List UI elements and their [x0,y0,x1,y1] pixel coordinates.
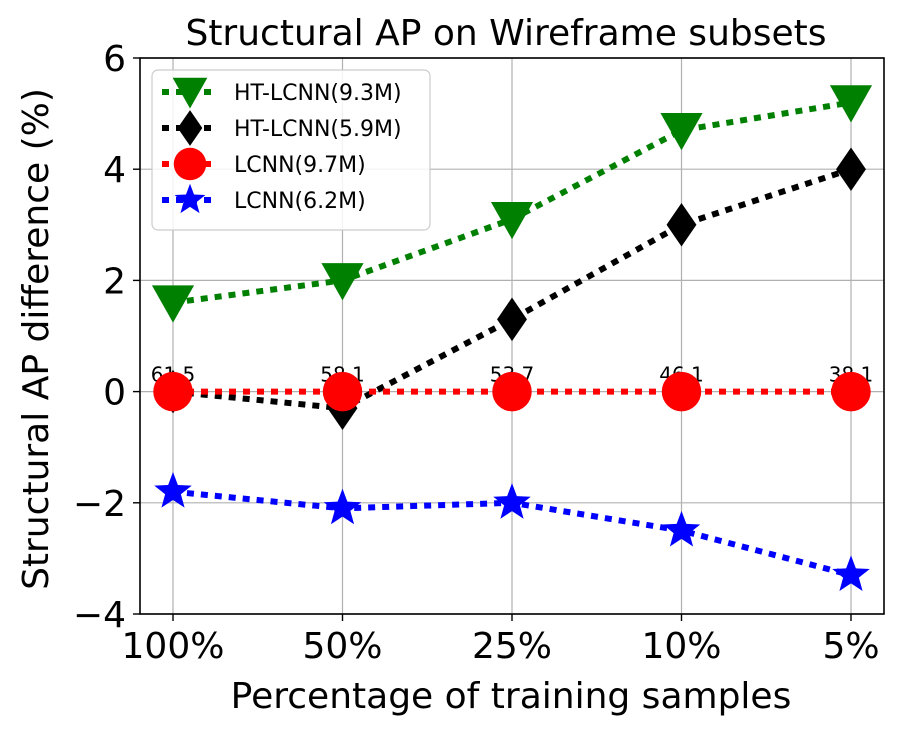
y-tick-label: −2 [73,484,126,525]
legend-label: HT-LCNN(5.9M) [234,117,402,142]
data-point [666,203,697,247]
y-tick-label: 6 [103,39,126,80]
series-markers [151,85,873,592]
data-point [836,147,866,191]
legend-label: LCNN(9.7M) [234,153,366,178]
chart-title: Structural AP on Wireframe subsets [185,13,826,54]
y-axis-label: Structural AP difference (%) [16,88,57,590]
legend-box [151,69,431,231]
data-point [497,297,527,342]
data-point [490,201,534,240]
legend: HT-LCNN(9.3M) HT-LCNN(5.9M) LCNN(9.7M) LCNN… [151,69,431,231]
legend-marker [173,147,207,181]
x-tick-label: 5% [822,626,879,667]
legend-label: LCNN(6.2M) [234,189,366,214]
legend-label: HT-LCNN(9.3M) [234,81,402,106]
x-tick-label: 50% [302,626,382,667]
data-point [660,112,703,151]
data-point [832,555,870,592]
data-point [321,263,364,301]
data-point [492,371,532,412]
legend-marker [174,183,206,214]
y-tick-label: 0 [103,373,126,414]
legend-marker [177,110,203,146]
y-tick-label: 2 [103,261,126,302]
data-point [151,285,195,323]
data-point [662,510,701,547]
data-point [829,85,873,123]
data-point [154,471,192,508]
ticks: 100% 50% 25% 10% 5% −4 −2 0 2 4 6 [73,39,880,667]
data-point [831,371,871,412]
legend-marker [172,77,208,109]
y-tick-label: 4 [103,150,126,191]
data-point [322,371,363,412]
series-line [172,166,852,412]
x-tick-label: 10% [641,626,721,667]
data-point [493,483,531,519]
x-tick-label: 100% [122,626,225,667]
data-point [323,488,362,525]
data-point [661,371,702,412]
x-tick-label: 25% [472,626,552,667]
y-tick-label: −4 [73,595,126,636]
data-point [153,371,193,412]
x-axis-label: Percentage of training samples [231,676,792,717]
